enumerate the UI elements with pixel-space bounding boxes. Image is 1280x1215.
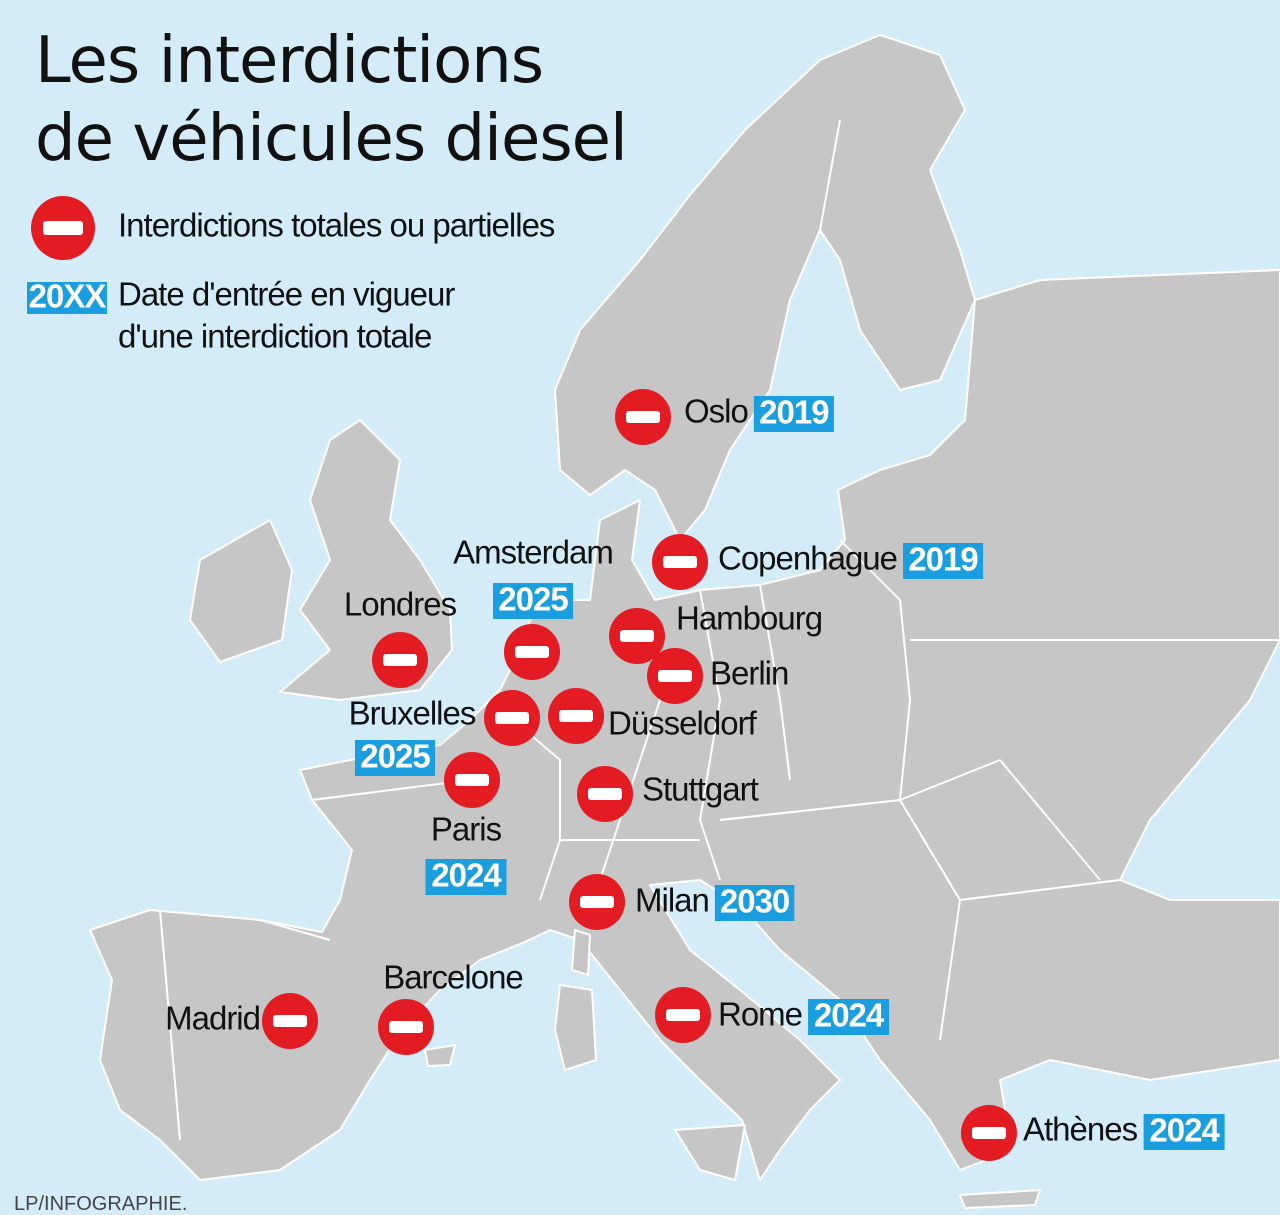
city-year: 2019: [759, 394, 829, 431]
year-box: [714, 885, 795, 921]
ban-icon-bar: [515, 646, 549, 658]
city-year: 2025: [360, 738, 430, 775]
legend: Interdictions totales ou partielles 20XX…: [27, 196, 556, 355]
ban-icon-bar: [495, 712, 529, 724]
year-box: [492, 583, 574, 619]
year-box: [425, 859, 507, 895]
year-box: [354, 740, 436, 776]
legend-year-desc: d'une interdiction totale: [118, 318, 431, 355]
title-line: Les interdictions: [35, 24, 543, 98]
legend-year-key: 20XX: [29, 278, 107, 315]
city-name: Düsseldorf: [608, 705, 758, 742]
ban-icon-bar: [626, 411, 660, 423]
ban-icon-bar: [620, 630, 654, 642]
city-name: Londres: [344, 586, 457, 623]
ban-icon-bar: [383, 654, 417, 666]
city-name: Berlin: [710, 655, 788, 692]
title-line: de véhicules diesel: [35, 102, 627, 176]
legend-year-desc: Date d'entrée en vigueur: [118, 276, 455, 313]
city-name: Oslo: [684, 393, 748, 430]
mainland: [89, 269, 1280, 1181]
ban-icon-bar: [273, 1015, 307, 1027]
cities: Oslo 2019 Copenhague 2019 Amsterdam 2025 Londr…: [165, 389, 1225, 1161]
city-year: 2024: [1149, 1112, 1220, 1149]
city: Madrid: [165, 993, 318, 1049]
city: Athènes 2024: [961, 1105, 1225, 1161]
ban-icon-bar: [43, 221, 83, 235]
crete: [959, 1189, 1041, 1209]
balearic: [424, 1044, 456, 1067]
city: Berlin: [647, 648, 789, 704]
year-box: [903, 543, 984, 579]
great-britain: [279, 419, 453, 701]
year-box: [808, 999, 890, 1035]
city-name: Milan: [635, 882, 709, 919]
corsica: [571, 929, 591, 976]
city: Stuttgart: [577, 766, 760, 822]
city-year: 2019: [908, 541, 978, 578]
city-name: Copenhague: [718, 540, 897, 577]
city-name: Hambourg: [676, 600, 822, 637]
ban-icon-bar: [663, 556, 697, 568]
ban-icon-bar: [972, 1127, 1006, 1139]
ireland: [189, 519, 293, 663]
city: Copenhague 2019: [652, 534, 984, 590]
city-year: 2024: [814, 997, 885, 1034]
city-name: Barcelone: [383, 959, 523, 996]
city-name: Rome: [718, 996, 802, 1033]
city: Paris 2024: [425, 752, 507, 895]
city-name: Bruxelles: [349, 695, 476, 732]
sicily: [674, 1124, 746, 1181]
city: Hambourg: [609, 600, 823, 664]
city-name: Amsterdam: [453, 534, 613, 571]
city-year: 2024: [431, 857, 502, 894]
ban-icon-bar: [666, 1009, 700, 1021]
year-key-box: [27, 282, 107, 314]
city: Oslo 2019: [615, 389, 834, 445]
city-name: Madrid: [165, 1000, 260, 1037]
city: Milan 2030: [569, 874, 795, 930]
city: Rome 2024: [655, 987, 890, 1043]
year-box: [1143, 1114, 1225, 1150]
city: Düsseldorf: [548, 688, 759, 744]
city-name: Stuttgart: [642, 771, 759, 808]
ban-icon-bar: [389, 1021, 423, 1033]
ban-icon-bar: [588, 788, 622, 800]
city: Londres: [344, 586, 458, 688]
city: Barcelone: [378, 959, 524, 1055]
city-name: Athènes: [1023, 1111, 1138, 1148]
city-year: 2030: [720, 883, 789, 920]
city-year: 2025: [498, 581, 568, 618]
ban-icon-bar: [580, 896, 614, 908]
sardinia: [554, 984, 597, 1071]
city-name: Paris: [431, 811, 502, 848]
legend-ban: Interdictions totales ou partielles: [118, 207, 555, 244]
ban-icon-bar: [658, 670, 692, 682]
ban-icon-bar: [455, 774, 489, 786]
ban-icon-bar: [559, 710, 593, 722]
year-box: [753, 396, 834, 432]
credit: LP/INFOGRAPHIE.: [14, 1193, 187, 1215]
city: Amsterdam 2025: [453, 534, 614, 680]
borders: [159, 119, 1280, 1141]
city: Bruxelles 2025: [349, 690, 540, 776]
